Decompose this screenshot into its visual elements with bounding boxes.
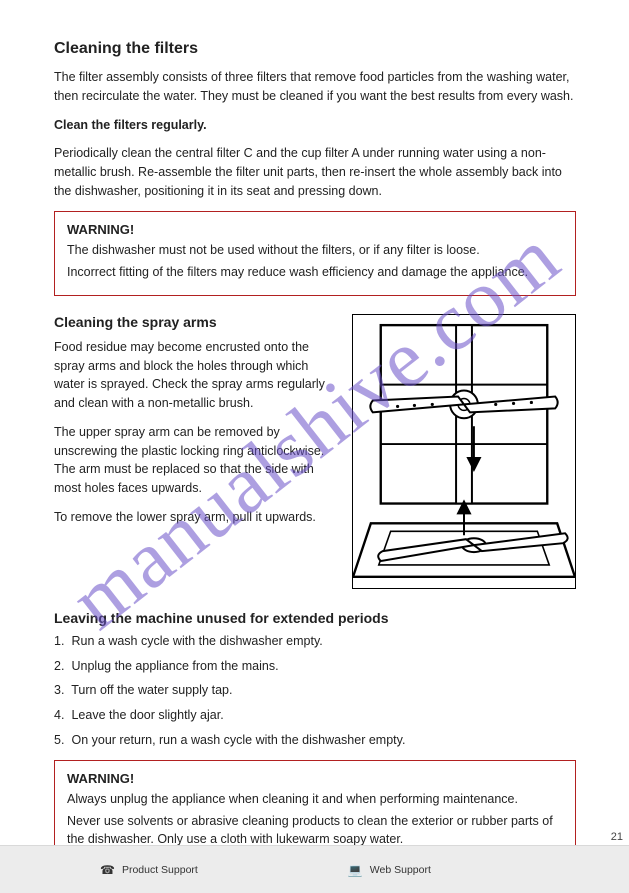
away-step-1: 1. Run a wash cycle with the dishwasher … bbox=[54, 632, 576, 651]
warning-box-1: WARNING! The dishwasher must not be used… bbox=[54, 211, 576, 296]
page-number: 21 bbox=[611, 831, 623, 843]
warning-2-title: WARNING! bbox=[67, 771, 563, 786]
intro-paragraph: The filter assembly consists of three fi… bbox=[54, 68, 576, 106]
warning-1-line-1: The dishwasher must not be used without … bbox=[67, 241, 563, 259]
footer-bar: ☎ Product Support 💻 Web Support bbox=[0, 845, 629, 893]
footer-web-label: Web Support bbox=[370, 864, 431, 876]
away-step-2: 2. Unplug the appliance from the mains. bbox=[54, 657, 576, 676]
spray-arms-text: Cleaning the spray arms Food residue may… bbox=[54, 314, 334, 527]
away-step-5: 5. On your return, run a wash cycle with… bbox=[54, 731, 576, 750]
spray-arms-para-3: To remove the lower spray arm, pull it u… bbox=[54, 508, 334, 527]
cleaning-tip: Clean the filters regularly. bbox=[54, 116, 576, 135]
warning-2-line-2: Never use solvents or abrasive cleaning … bbox=[67, 812, 563, 848]
spray-arms-para-1: Food residue may become encrusted onto t… bbox=[54, 338, 334, 413]
warning-1-title: WARNING! bbox=[67, 222, 563, 237]
footer-phone-label: Product Support bbox=[122, 864, 198, 876]
away-step-3: 3. Turn off the water supply tap. bbox=[54, 681, 576, 700]
away-step-3-text: Turn off the water supply tap. bbox=[71, 683, 232, 697]
cleaning-body: Periodically clean the central filter C … bbox=[54, 144, 576, 200]
footer-phone: ☎ Product Support bbox=[100, 863, 198, 877]
spray-arms-heading: Cleaning the spray arms bbox=[54, 314, 334, 330]
warning-2-line-1: Always unplug the appliance when cleanin… bbox=[67, 790, 563, 808]
diagram-svg bbox=[353, 315, 575, 588]
spray-arms-para-2: The upper spray arm can be removed by un… bbox=[54, 423, 334, 498]
spray-arms-section: Cleaning the spray arms Food residue may… bbox=[54, 314, 576, 594]
warning-1-line-2: Incorrect fitting of the filters may red… bbox=[67, 263, 563, 281]
away-step-4-text: Leave the door slightly ajar. bbox=[71, 708, 223, 722]
laptop-icon: 💻 bbox=[348, 863, 363, 877]
heading-cleaning-filters: Cleaning the filters bbox=[54, 40, 576, 58]
away-step-2-text: Unplug the appliance from the mains. bbox=[71, 659, 278, 673]
unused-heading: Leaving the machine unused for extended … bbox=[54, 610, 576, 626]
away-step-1-text: Run a wash cycle with the dishwasher emp… bbox=[71, 634, 322, 648]
spray-arms-diagram bbox=[352, 314, 576, 589]
page-content: Cleaning the filters The filter assembly… bbox=[54, 40, 576, 893]
manual-page: manualshive.com Cleaning the filters The… bbox=[0, 0, 629, 893]
away-step-4: 4. Leave the door slightly ajar. bbox=[54, 706, 576, 725]
footer-web: 💻 Web Support bbox=[348, 863, 431, 877]
away-step-5-text: On your return, run a wash cycle with th… bbox=[71, 733, 405, 747]
phone-icon: ☎ bbox=[100, 863, 115, 877]
